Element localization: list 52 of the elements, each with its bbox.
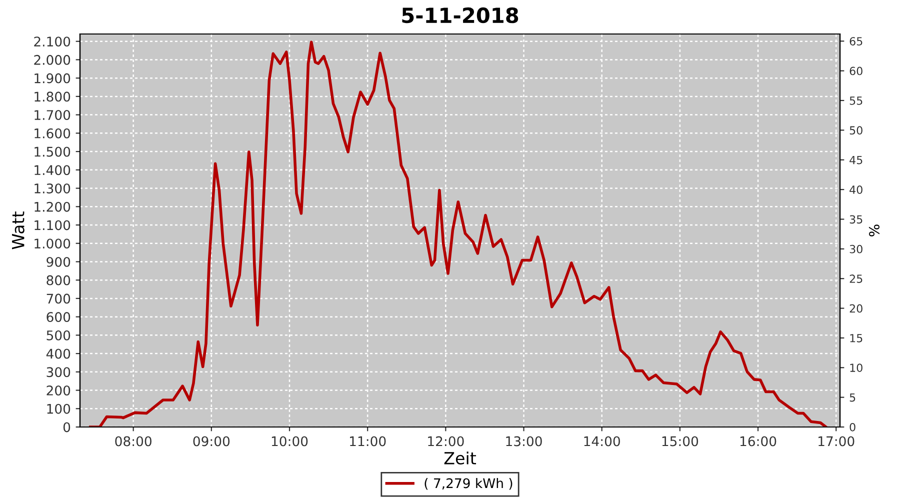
x-tick-label: 13:00 <box>506 436 542 446</box>
y-tick-label: 1.200 <box>34 202 70 212</box>
y-tick-label: 1.800 <box>34 92 70 102</box>
x-axis-title: Zeit <box>444 452 476 464</box>
y-tick-label: 100 <box>47 404 70 414</box>
y-tick-label: 0 <box>63 422 70 432</box>
y2-tick-label: 15 <box>850 334 862 342</box>
y-axis-title: Watt <box>12 212 24 250</box>
y-tick-label: 800 <box>46 275 70 286</box>
x-tick-label: 08:00 <box>115 436 152 446</box>
y-tick-label: 1.600 <box>34 128 70 138</box>
y2-tick-label: 25 <box>850 274 862 283</box>
y2-axis-title: % <box>868 224 880 236</box>
y2-tick-label: 5 <box>850 393 856 402</box>
chart-title: 5-11-2018 <box>402 7 518 24</box>
y2-tick-label: 50 <box>850 126 862 135</box>
y-tick-label: 1.900 <box>34 73 70 84</box>
x-tick-label: 17:00 <box>818 436 854 446</box>
y2-tick-label: 60 <box>850 66 862 76</box>
y-tick-label: 500 <box>46 330 70 340</box>
y-tick-label: 700 <box>46 294 70 304</box>
y-tick-label: 1.700 <box>34 110 70 120</box>
x-tick-label: 11:00 <box>350 436 386 446</box>
x-tick-label: 09:00 <box>193 436 230 446</box>
legend-label: ( 7,279 kWh ) <box>424 478 512 490</box>
y-tick-label: 1.400 <box>34 165 70 176</box>
y-tick-label: 400 <box>46 348 70 359</box>
y2-tick-label: 35 <box>850 215 862 224</box>
y-tick-label: 1.300 <box>34 183 70 194</box>
y-tick-label: 2.000 <box>34 54 70 65</box>
x-tick-label: 10:00 <box>272 436 308 446</box>
y-tick-label: 600 <box>46 312 70 322</box>
y2-tick-label: 55 <box>850 96 862 105</box>
y-tick-label: 900 <box>46 256 70 267</box>
y2-tick-label: 20 <box>850 304 862 313</box>
y2-tick-label: 0 <box>850 422 856 432</box>
y-tick-label: 1.500 <box>34 146 70 157</box>
y-tick-label: 300 <box>46 367 70 378</box>
y-tick-label: 1.000 <box>34 238 70 249</box>
y-tick-label: 1.100 <box>34 220 70 230</box>
x-tick-label: 12:00 <box>428 436 464 446</box>
x-tick-label: 15:00 <box>662 436 698 446</box>
line-series <box>88 40 828 427</box>
x-tick-label: 14:00 <box>584 436 620 446</box>
y2-tick-label: 45 <box>850 156 862 164</box>
y2-tick-label: 10 <box>850 364 862 372</box>
y2-tick-label: 30 <box>850 244 862 254</box>
x-tick-label: 16:00 <box>740 436 776 446</box>
y-tick-label: 2.100 <box>34 36 70 47</box>
y-tick-label: 200 <box>46 385 70 396</box>
y2-tick-label: 65 <box>850 37 862 46</box>
y2-tick-label: 40 <box>850 186 862 194</box>
